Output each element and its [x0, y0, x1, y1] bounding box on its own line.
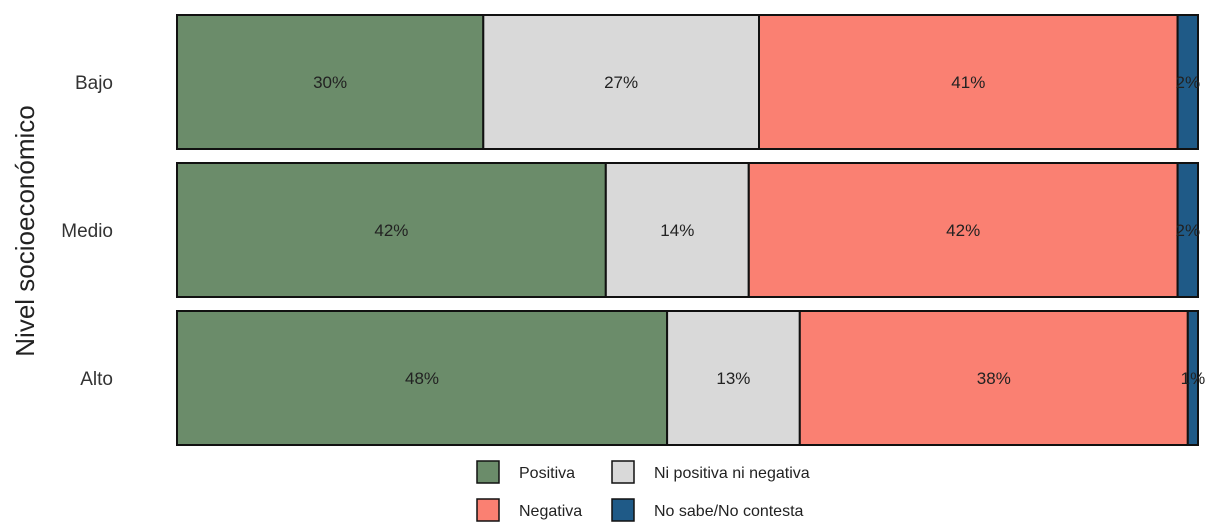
- bar-bajo-no-sabe-no-contesta: [1176, 14, 1199, 150]
- bar-medio-no-sabe-no-contesta: [1176, 162, 1199, 298]
- data-label-bajo-negativa: 41%: [951, 73, 985, 92]
- category-label-medio: Medio: [61, 221, 113, 242]
- bar-alto-negativa: [798, 310, 1189, 446]
- data-label-medio-no-sabe-no-contesta: 2%: [1176, 221, 1201, 240]
- data-label-bajo-positiva: 30%: [313, 73, 347, 92]
- bar-bajo-negativa: [758, 14, 1179, 150]
- category-label-bajo: Bajo: [75, 73, 113, 94]
- data-label-bajo-no-sabe-no-contesta: 2%: [1176, 73, 1201, 92]
- bar-medio-ni-positiva-ni-negativa: [604, 162, 750, 298]
- legend-label-ni-positiva-ni-negativa: Ni positiva ni negativa: [654, 465, 810, 482]
- legend-swatch-ni-positiva-ni-negativa: [611, 460, 635, 484]
- data-label-alto-negativa: 38%: [977, 369, 1011, 388]
- y-axis-title: Nivel socioeconómico: [10, 105, 40, 356]
- data-label-alto-ni-positiva-ni-negativa: 13%: [716, 369, 750, 388]
- bar-alto-no-sabe-no-contesta: [1186, 310, 1200, 446]
- bar-alto-positiva: [176, 310, 669, 446]
- bar-alto-ni-positiva-ni-negativa: [666, 310, 801, 446]
- legend-swatch-negativa: [476, 498, 500, 522]
- legend: Positiva Ni positiva ni negativa Negativa N…: [476, 460, 810, 522]
- data-label-bajo-ni-positiva-ni-negativa: 27%: [604, 73, 638, 92]
- category-labels: Bajo Medio Alto: [61, 73, 113, 390]
- bar-bajo-positiva: [176, 14, 485, 150]
- bar-bajo-ni-positiva-ni-negativa: [482, 14, 760, 150]
- bar-medio-positiva: [176, 162, 607, 298]
- data-label-medio-negativa: 42%: [946, 221, 980, 240]
- bars-group: 30% 27% 41% 2% 42% 14% 42% 2% 48% 13% 38% 1%: [176, 14, 1206, 446]
- legend-label-positiva: Positiva: [519, 465, 575, 482]
- data-label-alto-positiva: 48%: [405, 369, 439, 388]
- data-label-medio-ni-positiva-ni-negativa: 14%: [660, 221, 694, 240]
- category-label-alto: Alto: [80, 369, 113, 390]
- legend-label-negativa: Negativa: [519, 503, 582, 520]
- data-label-alto-no-sabe-no-contesta: 1%: [1181, 369, 1206, 388]
- bar-medio-negativa: [747, 162, 1179, 298]
- legend-swatch-positiva: [476, 460, 500, 484]
- data-label-medio-positiva: 42%: [374, 221, 408, 240]
- legend-label-no-sabe-no-contesta: No sabe/No contesta: [654, 503, 804, 520]
- legend-swatch-no-sabe-no-contesta: [611, 498, 635, 522]
